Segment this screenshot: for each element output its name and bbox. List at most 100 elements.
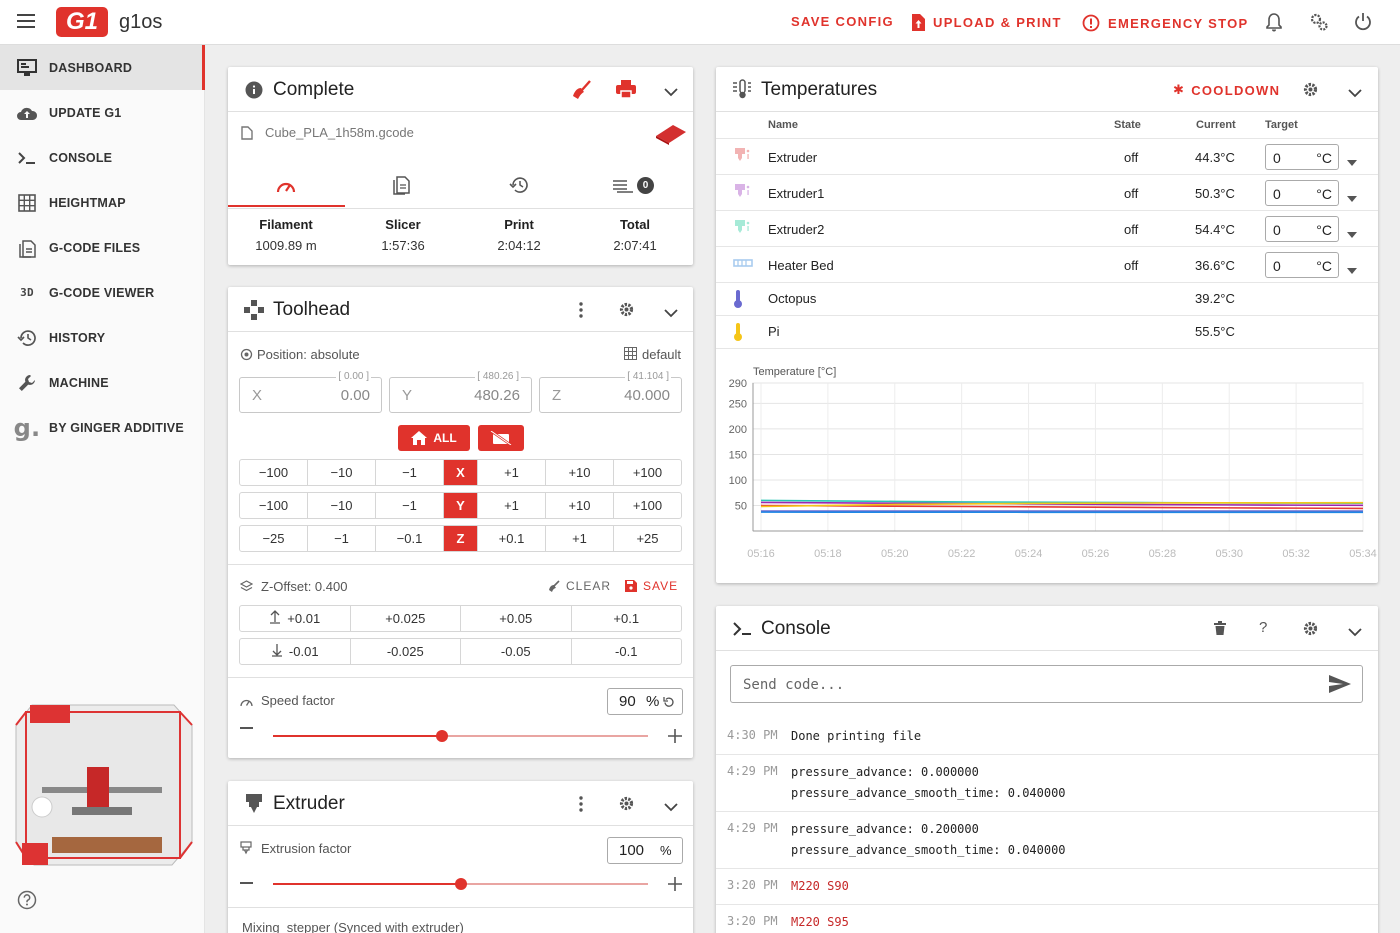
plus-icon[interactable] [668, 877, 682, 896]
sidebar-item-heightmap[interactable]: HEIGHTMAP [0, 180, 205, 225]
sidebar-item-machine[interactable]: MACHINE [0, 360, 205, 405]
speed-factor-input[interactable]: 90 % [607, 688, 683, 715]
question-icon[interactable]: ? [1259, 619, 1268, 636]
jog-button[interactable]: −10 [308, 460, 376, 485]
status-card: Complete Cube_PLA_1h58m.gcode 0 Filament… [228, 67, 693, 265]
jog-button[interactable]: −1 [376, 493, 444, 518]
minus-icon[interactable] [240, 882, 253, 884]
tab-history[interactable] [461, 175, 577, 207]
menu-icon[interactable] [17, 14, 35, 33]
dots-vertical-icon[interactable] [578, 796, 584, 817]
help-icon[interactable] [17, 890, 37, 915]
jog-button[interactable]: -0.1 [615, 644, 638, 659]
chevron-down-icon[interactable] [1347, 190, 1357, 205]
chevron-down-icon[interactable] [664, 305, 678, 323]
axis-home-button[interactable]: Y [444, 493, 478, 518]
sidebar-item-gcode-viewer[interactable]: 3D G-CODE VIEWER [0, 270, 205, 315]
jog-button[interactable]: −0.1 [376, 526, 444, 551]
jog-button[interactable]: +10 [546, 460, 614, 485]
jog-button[interactable]: +100 [632, 465, 663, 480]
chevron-down-icon[interactable] [1348, 624, 1362, 642]
chevron-down-icon[interactable] [664, 799, 678, 817]
jog-button[interactable]: +1 [478, 493, 546, 518]
jog-button[interactable]: +1 [546, 526, 614, 551]
jog-button[interactable]: −1 [376, 460, 444, 485]
tab-speed[interactable] [228, 175, 345, 207]
jog-button[interactable]: -0.01 [240, 639, 351, 664]
minus-icon[interactable] [240, 727, 253, 729]
save-config-button[interactable]: SAVE CONFIG [791, 14, 894, 29]
jog-button[interactable]: +0.01 [240, 606, 351, 631]
jog-button[interactable]: -0.05 [461, 639, 572, 664]
plus-icon[interactable] [668, 729, 682, 748]
jog-button[interactable]: −100 [240, 493, 308, 518]
send-icon[interactable] [1329, 675, 1351, 693]
extrusion-slider[interactable] [273, 878, 648, 890]
chevron-down-icon[interactable] [1348, 85, 1362, 103]
target-input[interactable]: 0 °C [1265, 144, 1339, 170]
sidebar-item-history[interactable]: HISTORY [0, 315, 205, 360]
jog-button[interactable]: +0.05 [461, 606, 572, 631]
jog-button[interactable]: −1 [308, 526, 376, 551]
cooldown-button[interactable]: ✱ COOLDOWN [1173, 82, 1280, 98]
gear-icon[interactable] [1303, 621, 1318, 641]
jog-button[interactable]: +100 [632, 498, 663, 513]
jog-button[interactable]: −100 [240, 460, 308, 485]
slider-thumb[interactable] [435, 730, 448, 742]
emergency-stop-button[interactable]: EMERGENCY STOP [1082, 14, 1249, 32]
trash-icon[interactable] [1214, 621, 1226, 640]
tab-queue[interactable]: 0 [577, 175, 693, 207]
jog-button[interactable]: +0.025 [351, 606, 461, 631]
printer-icon[interactable] [616, 80, 636, 103]
chevron-down-icon[interactable] [1347, 262, 1357, 277]
position-y-field[interactable]: Y [ 480.26 ] 480.26 [389, 371, 532, 413]
jog-button[interactable]: +25 [636, 531, 659, 546]
axis-home-button[interactable]: Z [444, 526, 478, 551]
power-icon[interactable] [1354, 12, 1372, 37]
zoffset-clear-button[interactable]: CLEAR [548, 579, 611, 593]
motors-off-button[interactable] [478, 425, 524, 451]
zoffset-save-button[interactable]: SAVE [625, 579, 678, 593]
sidebar-item-ginger[interactable]: g. BY GINGER ADDITIVE [0, 405, 205, 450]
sidebar-item-gcode-files[interactable]: G-CODE FILES [0, 225, 205, 270]
console-input[interactable]: Send code... [730, 665, 1363, 703]
app-logo[interactable]: G1 [56, 7, 108, 37]
jog-button[interactable]: +1 [478, 460, 546, 485]
broom-icon[interactable] [571, 80, 591, 105]
gear-icon[interactable] [619, 796, 634, 816]
upload-print-button[interactable]: UPLOAD & PRINT [911, 14, 1062, 31]
profile-name[interactable]: default [642, 347, 682, 362]
gear-icon[interactable] [619, 302, 634, 322]
chevron-down-icon[interactable] [664, 84, 678, 102]
dots-vertical-icon[interactable] [578, 302, 584, 323]
chevron-down-icon[interactable] [1347, 226, 1357, 241]
settings-cogs-icon[interactable] [1309, 12, 1329, 37]
target-input[interactable]: 0 °C [1265, 180, 1339, 206]
slider-thumb[interactable] [454, 878, 467, 890]
sidebar-item-console[interactable]: CONSOLE [0, 135, 205, 180]
chevron-down-icon[interactable] [1347, 154, 1357, 169]
jog-button[interactable]: −10 [308, 493, 376, 518]
bell-icon[interactable] [1265, 12, 1283, 37]
jog-button[interactable]: +10 [546, 493, 614, 518]
jog-button[interactable]: +0.1 [478, 526, 546, 551]
stat-value: 1:57:36 [381, 238, 425, 253]
target-input[interactable]: 0 °C [1265, 216, 1339, 242]
sidebar-item-update-g1[interactable]: UPDATE G1 [0, 90, 205, 135]
position-z-field[interactable]: Z [ 41.104 ] 40.000 [539, 371, 682, 413]
speed-slider[interactable] [273, 730, 648, 742]
jog-button[interactable]: -0.025 [351, 639, 461, 664]
axis-home-button[interactable]: X [444, 460, 478, 485]
sidebar-item-dashboard[interactable]: DASHBOARD [0, 45, 205, 90]
jog-button[interactable]: −25 [240, 526, 308, 551]
jog-button[interactable]: +0.1 [613, 611, 640, 626]
tab-file-details[interactable] [345, 175, 461, 207]
gear-icon[interactable] [1303, 82, 1318, 102]
home-all-button[interactable]: ALL [398, 425, 470, 451]
console-entry: 4:29 PM pressure_advance: 0.200000 pressur… [716, 812, 1378, 869]
target-input[interactable]: 0 °C [1265, 252, 1339, 278]
position-x-field[interactable]: X [ 0.00 ] 0.00 [239, 371, 382, 413]
monitor-icon [16, 58, 38, 77]
reset-icon[interactable] [663, 696, 675, 708]
extrusion-factor-input[interactable]: 100 % [607, 837, 683, 864]
